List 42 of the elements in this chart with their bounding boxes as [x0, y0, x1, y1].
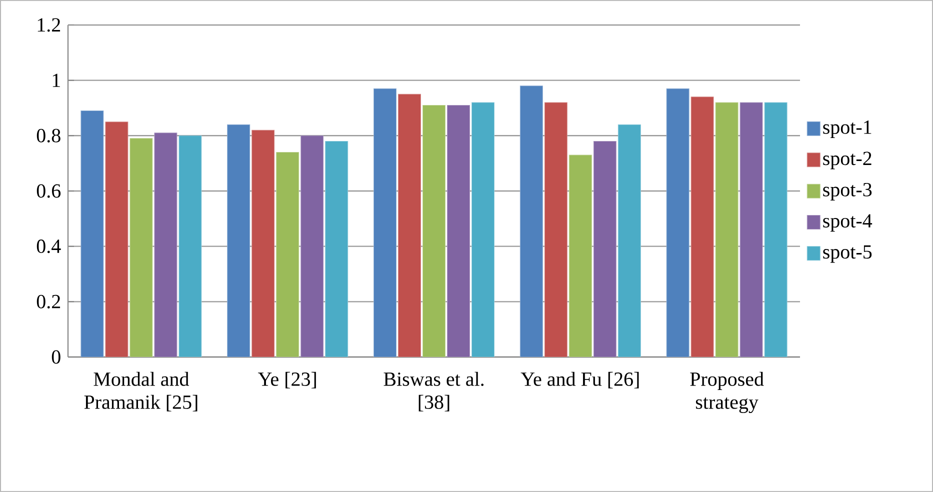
x-tick-label: Proposed strategy	[690, 372, 764, 414]
y-tick-label: 0.8	[36, 128, 60, 142]
bar	[568, 154, 592, 357]
y-tick-label: 0	[52, 350, 60, 364]
y-tick-label: 0.4	[36, 240, 61, 254]
bar	[325, 140, 348, 357]
bar	[472, 102, 495, 357]
bar	[252, 130, 275, 357]
x-tick-label: Biswas et al. [38]	[384, 372, 484, 412]
y-tick-label: 1.2	[38, 18, 60, 32]
bar	[300, 135, 324, 357]
bar	[593, 140, 616, 357]
bar	[374, 88, 396, 357]
bar	[80, 110, 104, 357]
x-tick-label: Mondal and Pramanik [25]	[84, 372, 198, 412]
legend-label: spot-4	[823, 214, 872, 232]
bar	[520, 86, 543, 357]
bar	[276, 152, 300, 357]
y-tick-label: 0.6	[36, 184, 61, 198]
bar	[764, 102, 788, 357]
legend-label: spot-1	[823, 120, 872, 138]
bar	[227, 124, 250, 357]
x-tick-label: Ye [23]	[258, 372, 316, 388]
legend-label: spot-2	[823, 152, 872, 170]
bar	[544, 102, 568, 357]
y-tick-label: 0.2	[36, 294, 60, 308]
bar	[178, 135, 202, 357]
bar	[690, 96, 714, 357]
bar	[422, 104, 446, 357]
bar	[740, 102, 763, 357]
bar	[398, 94, 422, 357]
bar	[105, 122, 128, 357]
bar	[618, 124, 641, 357]
bar	[154, 132, 178, 357]
legend-label: spot-5	[823, 245, 872, 263]
bar	[715, 102, 738, 357]
bar	[666, 88, 690, 357]
y-tick-label: 1	[52, 74, 60, 87]
bar	[447, 104, 470, 357]
bar	[130, 138, 153, 357]
legend-label: spot-3	[823, 182, 872, 200]
x-tick-label: Ye and Fu [26]	[520, 372, 639, 388]
